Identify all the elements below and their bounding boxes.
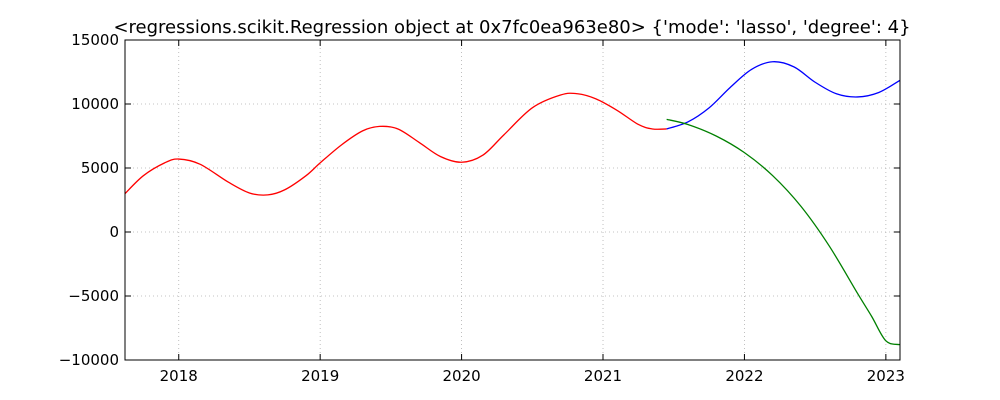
plot-frame [124, 39, 901, 361]
y-tick-label: −10000 [59, 351, 119, 369]
x-tick-label: 2020 [442, 367, 480, 385]
y-tick-label: 0 [109, 223, 119, 241]
y-tick-label: 10000 [71, 95, 119, 113]
series-line-1 [666, 61, 900, 130]
series-group [125, 61, 900, 346]
series-line-2 [666, 118, 900, 346]
x-tick-label: 2023 [867, 367, 905, 385]
x-tick-label: 2018 [160, 367, 198, 385]
y-tick-label: 15000 [71, 31, 119, 49]
grid [125, 39, 900, 361]
x-tick-label: 2021 [584, 367, 622, 385]
series-line-0 [125, 92, 667, 196]
x-tick-label: 2022 [725, 367, 763, 385]
x-tick-label: 2019 [301, 367, 339, 385]
chart-title: <regressions.scikit.Regression object at… [113, 17, 910, 38]
tick-group: 2018 2019 2020 2021 2022 2023 −10000 −5000 0 5000… [59, 31, 905, 385]
y-tick-label: −5000 [68, 287, 119, 305]
y-tick-label: 5000 [81, 159, 119, 177]
